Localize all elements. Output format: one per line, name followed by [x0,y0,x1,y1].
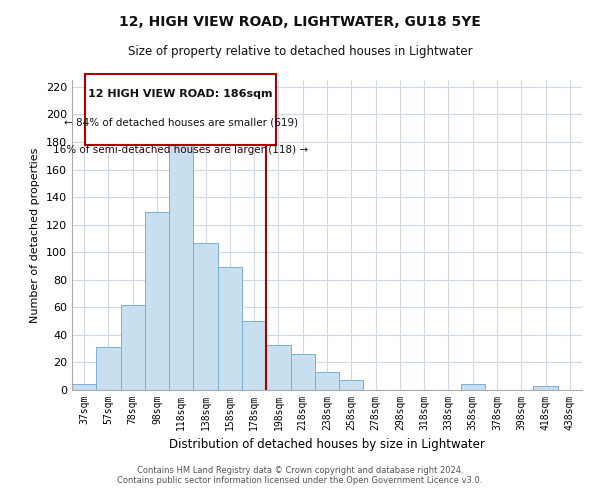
Bar [145,212,169,390]
Bar [315,372,339,390]
Y-axis label: Number of detached properties: Number of detached properties [31,148,40,322]
Bar [72,384,96,390]
Bar [193,242,218,390]
Bar [533,386,558,390]
Bar [169,140,193,390]
FancyBboxPatch shape [85,74,277,145]
Bar [121,304,145,390]
Text: 16% of semi-detached houses are larger (118) →: 16% of semi-detached houses are larger (… [53,145,308,155]
Text: Size of property relative to detached houses in Lightwater: Size of property relative to detached ho… [128,45,472,58]
Bar [266,344,290,390]
Bar [96,348,121,390]
Bar [461,384,485,390]
Text: ← 84% of detached houses are smaller (619): ← 84% of detached houses are smaller (61… [64,117,298,127]
Bar [290,354,315,390]
Text: 12 HIGH VIEW ROAD: 186sqm: 12 HIGH VIEW ROAD: 186sqm [88,90,273,100]
Bar [242,321,266,390]
Bar [218,268,242,390]
X-axis label: Distribution of detached houses by size in Lightwater: Distribution of detached houses by size … [169,438,485,452]
Bar [339,380,364,390]
Text: 12, HIGH VIEW ROAD, LIGHTWATER, GU18 5YE: 12, HIGH VIEW ROAD, LIGHTWATER, GU18 5YE [119,15,481,29]
Text: Contains HM Land Registry data © Crown copyright and database right 2024.
Contai: Contains HM Land Registry data © Crown c… [118,466,482,485]
